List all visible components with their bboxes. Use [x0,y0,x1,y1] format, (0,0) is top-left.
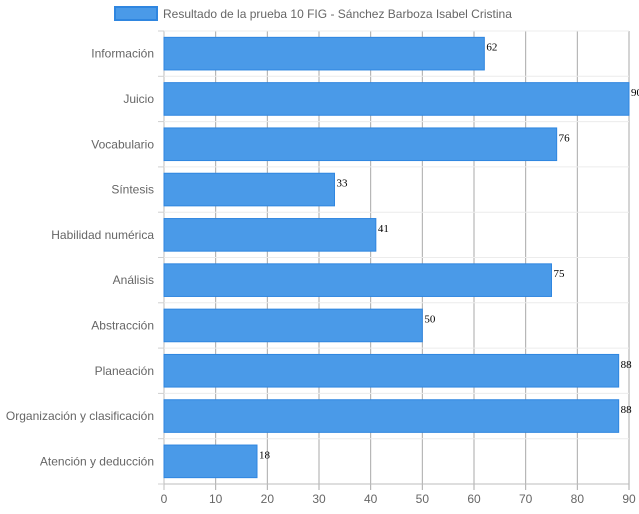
legend-swatch [114,6,158,21]
legend[interactable]: Resultado de la prueba 10 FIG - Sánchez … [114,6,512,21]
x-tick-labels: 0 10 20 30 40 50 60 70 80 90 [161,492,636,506]
bar[interactable] [163,82,630,116]
category-label: Síntesis [111,183,154,197]
bar[interactable] [163,36,485,71]
x-tick-label: 70 [519,492,533,506]
category-label: Vocabulario [91,137,154,151]
data-labels: 62 90 76 33 41 75 50 88 88 18 [259,42,639,462]
category-label: Abstracción [91,318,154,332]
bar[interactable] [163,172,335,207]
category-label: Organización y clasificación [6,409,154,423]
x-tick-label: 90 [622,492,636,506]
data-label: 18 [259,449,271,461]
bar[interactable] [163,399,620,433]
data-label: 90 [631,87,639,99]
x-tick-label: 0 [161,492,168,506]
category-label: Planeación [95,364,154,378]
category-label: Atención y deducción [40,454,154,468]
bar[interactable] [163,444,258,479]
data-label: 50 [424,313,436,325]
data-label: 88 [621,404,633,416]
category-label: Juicio [123,92,154,106]
category-labels: Información Juicio Vocabulario Síntesis Habi… [6,47,154,469]
bar[interactable] [163,127,558,162]
category-label: Información [91,47,154,61]
data-label: 76 [559,132,571,144]
data-label: 62 [486,42,497,54]
bar[interactable] [163,353,620,388]
category-label: Habilidad numérica [51,228,154,242]
x-tick-label: 10 [209,492,223,506]
x-tick-label: 60 [467,492,481,506]
x-tick-label: 40 [364,492,378,506]
bar[interactable] [163,263,552,297]
data-label: 75 [554,268,566,280]
x-tick-label: 80 [571,492,585,506]
data-label: 41 [378,223,389,235]
bars [163,36,630,479]
data-label: 33 [337,178,349,190]
x-tick-label: 50 [416,492,430,506]
category-label: Análisis [113,273,154,287]
x-tick-label: 30 [312,492,326,506]
bar[interactable] [163,308,423,343]
bar[interactable] [163,218,377,252]
legend-label: Resultado de la prueba 10 FIG - Sánchez … [163,7,512,21]
x-tick-label: 20 [261,492,275,506]
data-label: 88 [621,359,633,371]
